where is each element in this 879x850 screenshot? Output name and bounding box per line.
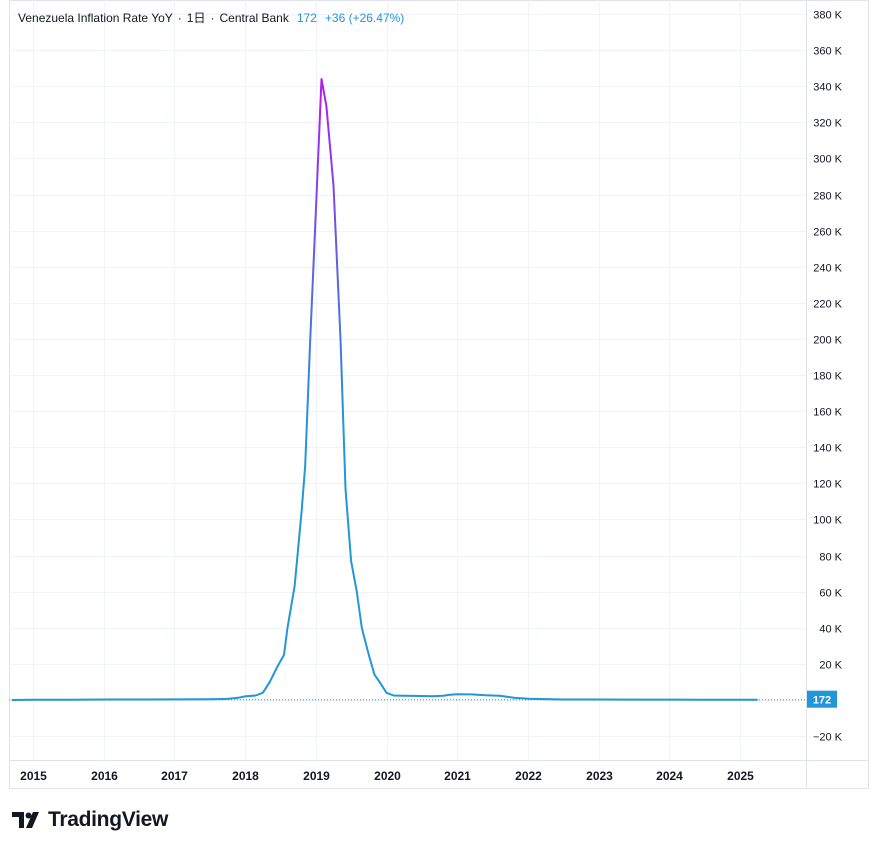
x-tick-label: 2019	[303, 769, 330, 783]
y-tick-label: 320 K	[813, 118, 842, 130]
x-tick-label: 2017	[161, 769, 188, 783]
legend-separator: ·	[210, 10, 215, 25]
y-tick-label: 100 K	[813, 515, 842, 527]
y-tick-label: 220 K	[813, 299, 842, 311]
x-tick-label: 2025	[727, 769, 754, 783]
legend-title: Venezuela Inflation Rate YoY	[18, 10, 173, 25]
y-tick-label: 200 K	[813, 335, 842, 347]
legend-source: Central Bank	[219, 10, 289, 25]
x-tick-label: 2023	[586, 769, 613, 783]
x-tick-label: 2022	[515, 769, 542, 783]
y-tick-label: 80 K	[819, 552, 842, 564]
y-tick-label: 360 K	[813, 46, 842, 58]
x-tick-label: 2018	[232, 769, 259, 783]
legend-change: +36 (+26.47%)	[324, 10, 405, 25]
brand-name: TradingView	[48, 808, 169, 831]
chart-legend: Venezuela Inflation Rate YoY · 1日 · Cent…	[18, 9, 404, 26]
grid-layer	[9, 0, 869, 789]
y-tick-label: 280 K	[813, 191, 842, 203]
last-price-badge	[807, 690, 837, 708]
series-layer	[9, 78, 806, 701]
y-tick-label: 300 K	[813, 154, 842, 166]
y-tick-label: 40 K	[819, 624, 842, 636]
legend-separator: ·	[177, 10, 182, 25]
x-tick-label: 2021	[444, 769, 471, 783]
y-tick-label: 340 K	[813, 82, 842, 94]
axis-layer: −20 K 20 K 40 K 60 K 80 K 100 K 120 K 140 K 160 …	[20, 10, 843, 784]
tradingview-logo[interactable]: TradingView	[12, 808, 168, 832]
y-tick-label: 180 K	[813, 371, 842, 383]
y-tick-label: 240 K	[813, 263, 842, 275]
y-tick-label: 140 K	[813, 443, 842, 455]
y-tick-label: 160 K	[813, 407, 842, 419]
y-tick-label: 120 K	[813, 479, 842, 491]
inflation-series-line[interactable]	[11, 78, 758, 701]
chart-border	[9, 0, 869, 789]
x-tick-label: 2016	[91, 769, 118, 783]
x-tick-label: 2015	[20, 769, 47, 783]
y-tick-label: −20 K	[813, 732, 843, 744]
last-price-label: 172	[813, 695, 831, 707]
y-tick-label: 260 K	[813, 227, 842, 239]
y-tick-label: 60 K	[819, 588, 842, 600]
x-tick-label: 2020	[374, 769, 401, 783]
y-tick-label: 20 K	[819, 660, 842, 672]
tradingview-icon	[12, 812, 39, 828]
x-tick-label: 2024	[656, 769, 683, 783]
y-tick-label: 380 K	[813, 10, 842, 22]
legend-interval[interactable]: 1日	[186, 11, 206, 25]
legend-last-value: 172	[296, 10, 317, 25]
